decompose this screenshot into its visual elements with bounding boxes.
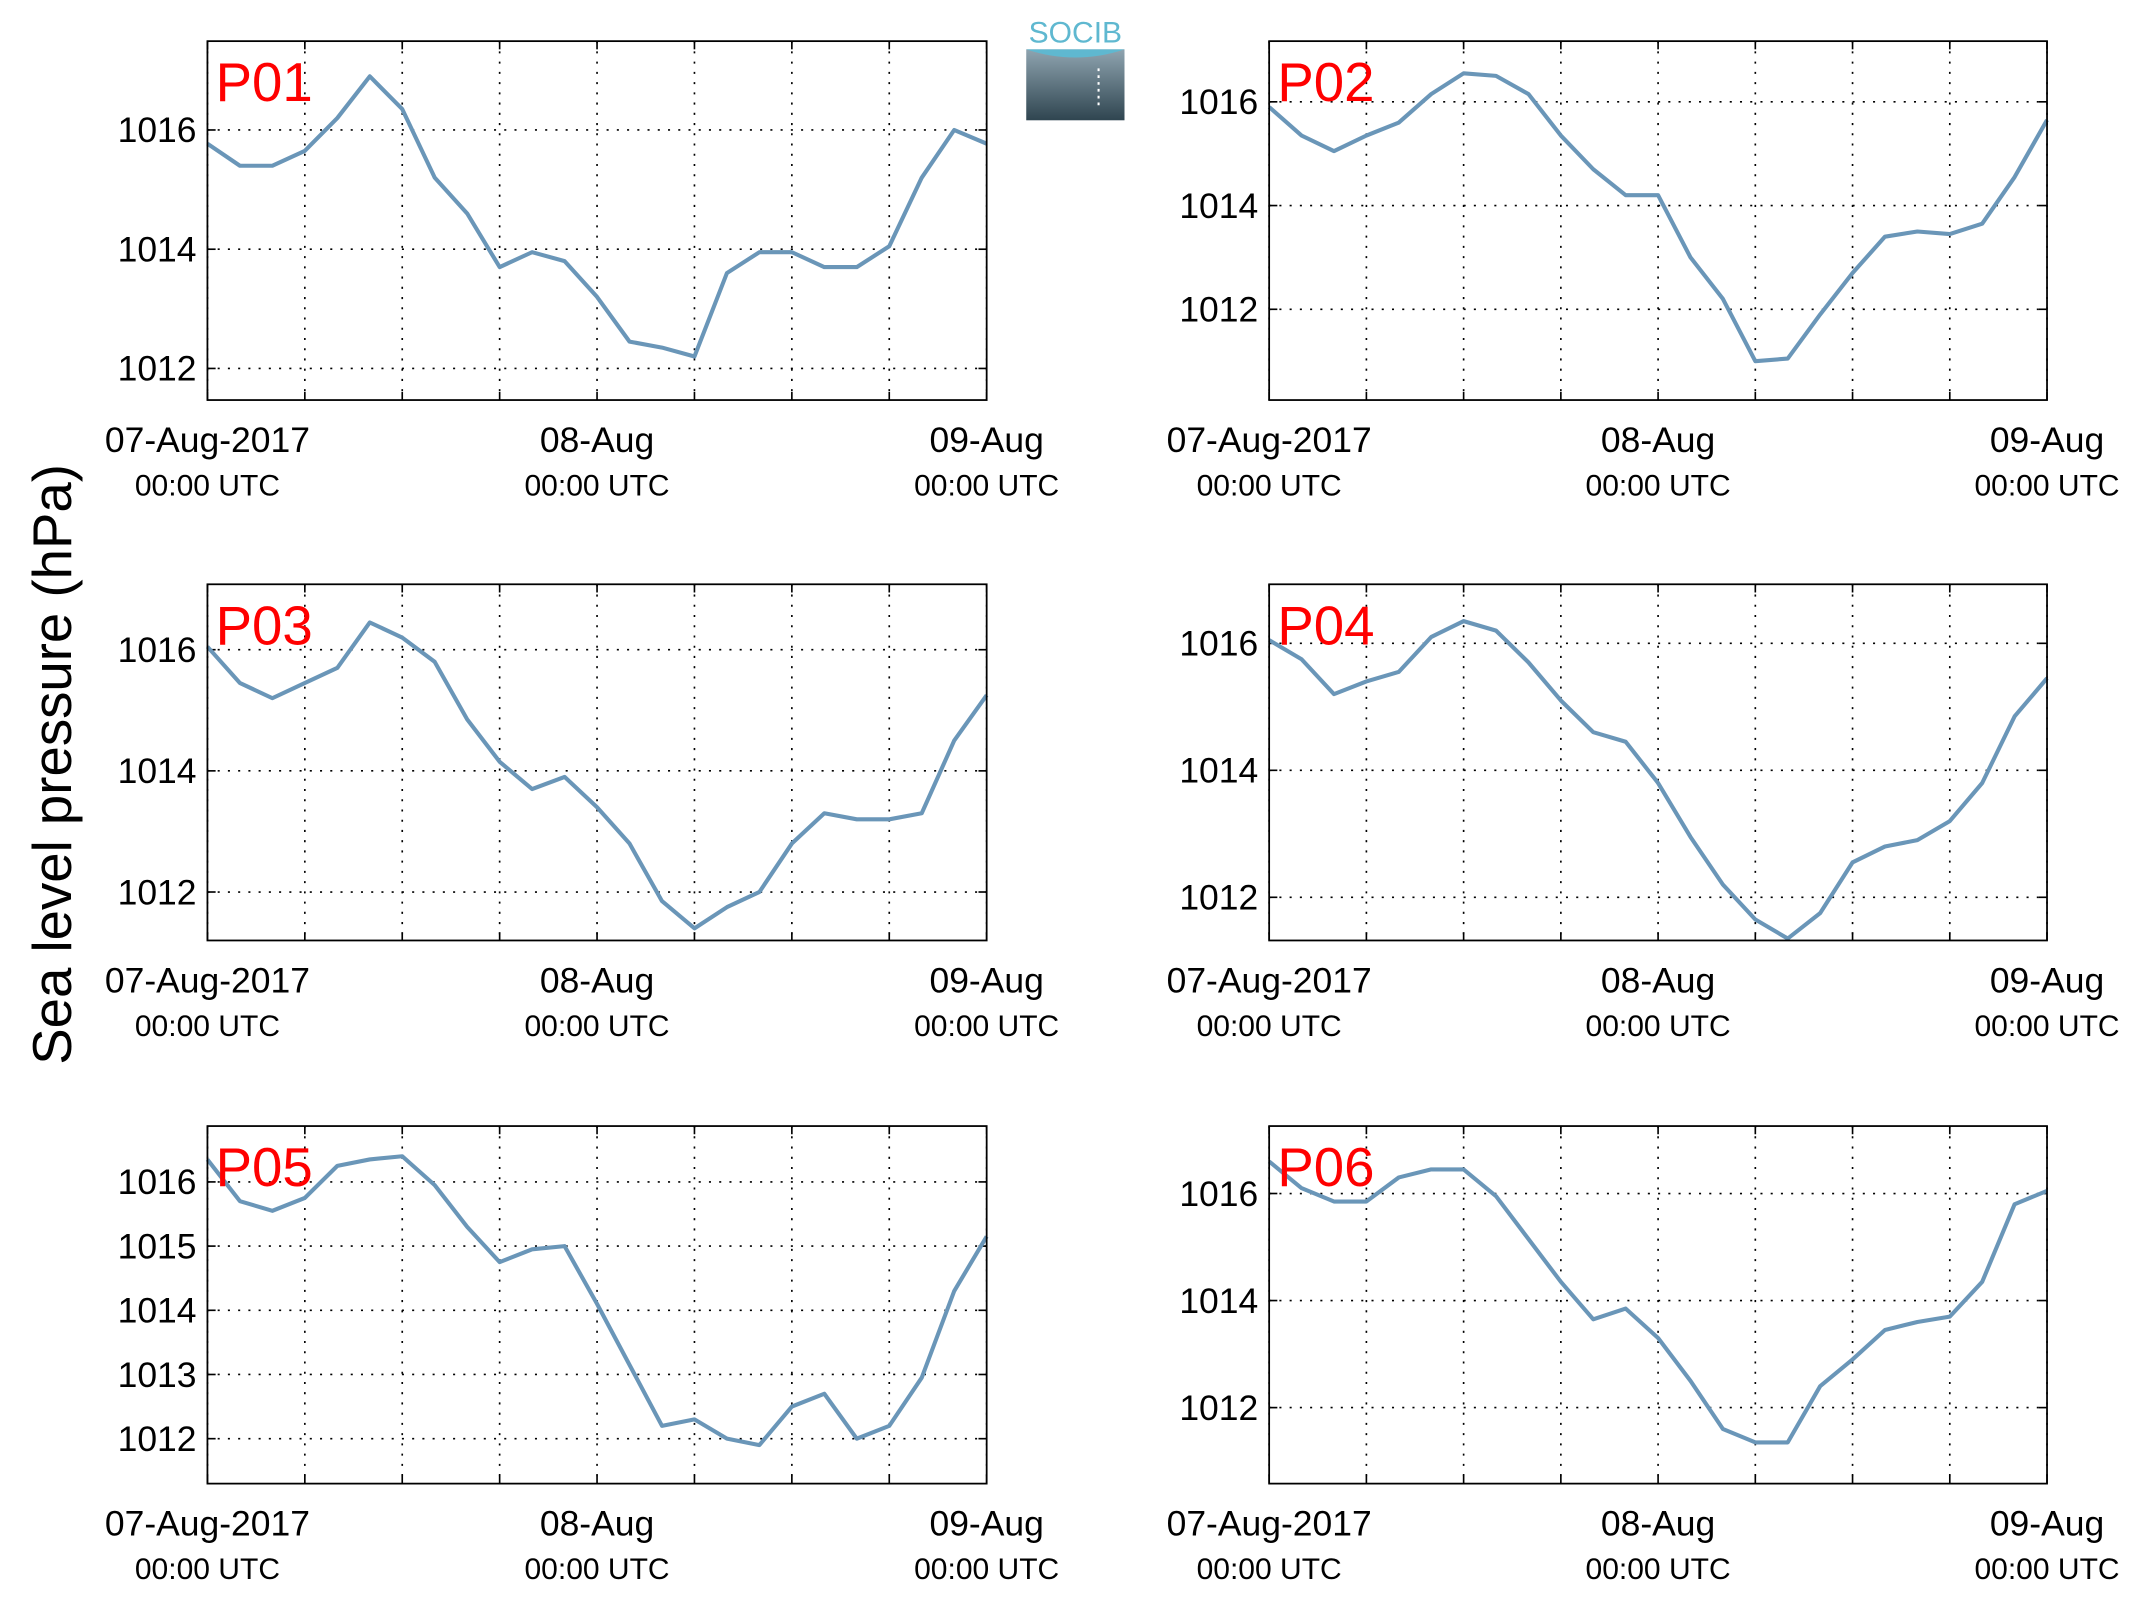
x-tick-sublabel: 00:00 UTC [1197, 470, 1342, 503]
y-tick-label: 1016 [118, 110, 197, 150]
y-tick-label: 1013 [118, 1355, 197, 1395]
plot-frame [1268, 40, 2048, 401]
x-tick-sublabel: 00:00 UTC [135, 470, 280, 503]
x-tick-label: 09-Aug [929, 1503, 1043, 1543]
x-tick-label: 08-Aug [540, 1503, 654, 1543]
x-tick-sublabel: 00:00 UTC [914, 470, 1059, 503]
data-line [1268, 619, 2049, 941]
y-tick-label: 1016 [1179, 1174, 1258, 1214]
x-tick-sublabel: 00:00 UTC [524, 470, 669, 503]
x-tick-label: 08-Aug [540, 420, 654, 460]
x-tick-label: 07-Aug-2017 [105, 1503, 310, 1543]
plot-frame [1268, 1125, 2048, 1485]
panel-title: P05 [216, 1137, 313, 1198]
y-tick-label: 1014 [118, 1291, 197, 1331]
x-tick-label: 08-Aug [1601, 1503, 1715, 1543]
y-tick-label: 1012 [1179, 1388, 1258, 1428]
x-tick-label: 07-Aug-2017 [105, 420, 310, 460]
x-tick-sublabel: 00:00 UTC [135, 1010, 280, 1043]
panel-title: P03 [216, 595, 313, 656]
y-tick-label: 1012 [118, 1419, 197, 1459]
x-tick-sublabel: 00:00 UTC [135, 1553, 280, 1586]
x-tick-sublabel: 00:00 UTC [1586, 1010, 1731, 1043]
plot-frame [206, 40, 988, 401]
x-tick-label: 07-Aug-2017 [1167, 960, 1372, 1000]
plot-frame [206, 1125, 988, 1485]
plot-frame [1268, 583, 2048, 942]
y-tick-label: 1012 [1179, 290, 1258, 330]
y-tick-label: 1014 [118, 229, 197, 269]
panel: 1012 1014 1016 07-Aug-2017 00:00 UTC 08-Aug 00… [105, 583, 1059, 1043]
logo-text: SOCIB [1029, 17, 1122, 50]
data-line [1267, 71, 2049, 364]
panel-title: P02 [1277, 52, 1374, 113]
x-tick-sublabel: 00:00 UTC [524, 1010, 669, 1043]
x-tick-label: 08-Aug [1601, 960, 1715, 1000]
y-tick-label: 1014 [1179, 1281, 1258, 1321]
panel: 1012 1013 1014 1015 1016 07-Aug-2017 00:00 UTC… [105, 1125, 1059, 1586]
x-tick-sublabel: 00:00 UTC [1974, 1010, 2119, 1043]
x-tick-sublabel: 00:00 UTC [914, 1553, 1059, 1586]
x-tick-label: 07-Aug-2017 [1167, 1503, 1372, 1543]
panel-title: P06 [1277, 1137, 1374, 1198]
x-tick-sublabel: 00:00 UTC [1197, 1010, 1342, 1043]
x-tick-label: 07-Aug-2017 [105, 960, 310, 1000]
x-tick-label: 09-Aug [1990, 1503, 2104, 1543]
x-tick-sublabel: 00:00 UTC [914, 1010, 1059, 1043]
data-line [205, 620, 989, 931]
y-tick-label: 1016 [118, 1162, 197, 1202]
panel: 1012 1014 1016 07-Aug-2017 00:00 UTC 08-Aug 00… [1167, 583, 2120, 1043]
y-tick-label: 1012 [1179, 878, 1258, 918]
logo: SOCIB [1026, 17, 1125, 121]
x-tick-label: 09-Aug [929, 420, 1043, 460]
y-tick-label: 1014 [1179, 751, 1258, 791]
plot-frame [206, 583, 988, 942]
y-tick-label: 1014 [1179, 186, 1258, 226]
panel: 1012 1014 1016 07-Aug-2017 00:00 UTC 08-Aug 00… [1167, 40, 2120, 503]
x-tick-label: 08-Aug [540, 960, 654, 1000]
data-line [205, 1154, 989, 1448]
x-tick-label: 09-Aug [1990, 960, 2104, 1000]
y-tick-label: 1015 [118, 1226, 197, 1266]
logo-block [1026, 49, 1125, 121]
x-tick-label: 09-Aug [1990, 420, 2104, 460]
y-axis-label: Sea level pressure (hPa) [22, 464, 83, 1065]
panel: 1012 1014 1016 07-Aug-2017 00:00 UTC 08-Aug 00… [105, 40, 1059, 503]
panel-title: P01 [216, 52, 313, 113]
data-line [206, 74, 988, 359]
x-tick-sublabel: 00:00 UTC [1974, 470, 2119, 503]
x-tick-label: 08-Aug [1601, 420, 1715, 460]
x-tick-sublabel: 00:00 UTC [1586, 1553, 1731, 1586]
x-tick-sublabel: 00:00 UTC [524, 1553, 669, 1586]
y-tick-label: 1014 [118, 751, 197, 791]
x-tick-label: 07-Aug-2017 [1167, 420, 1372, 460]
logo-wave [1026, 49, 1125, 58]
panel: 1012 1014 1016 07-Aug-2017 00:00 UTC 08-Aug 00… [1167, 1125, 2120, 1586]
y-tick-label: 1016 [1179, 624, 1258, 664]
y-tick-label: 1012 [118, 872, 197, 912]
data-line [1267, 1159, 2048, 1445]
x-tick-sublabel: 00:00 UTC [1586, 470, 1731, 503]
x-tick-sublabel: 00:00 UTC [1974, 1553, 2119, 1586]
y-tick-label: 1016 [118, 630, 197, 670]
x-tick-label: 09-Aug [929, 960, 1043, 1000]
panel-title: P04 [1277, 595, 1374, 656]
y-tick-label: 1012 [118, 349, 197, 389]
x-tick-sublabel: 00:00 UTC [1197, 1553, 1342, 1586]
y-tick-label: 1016 [1179, 82, 1258, 122]
